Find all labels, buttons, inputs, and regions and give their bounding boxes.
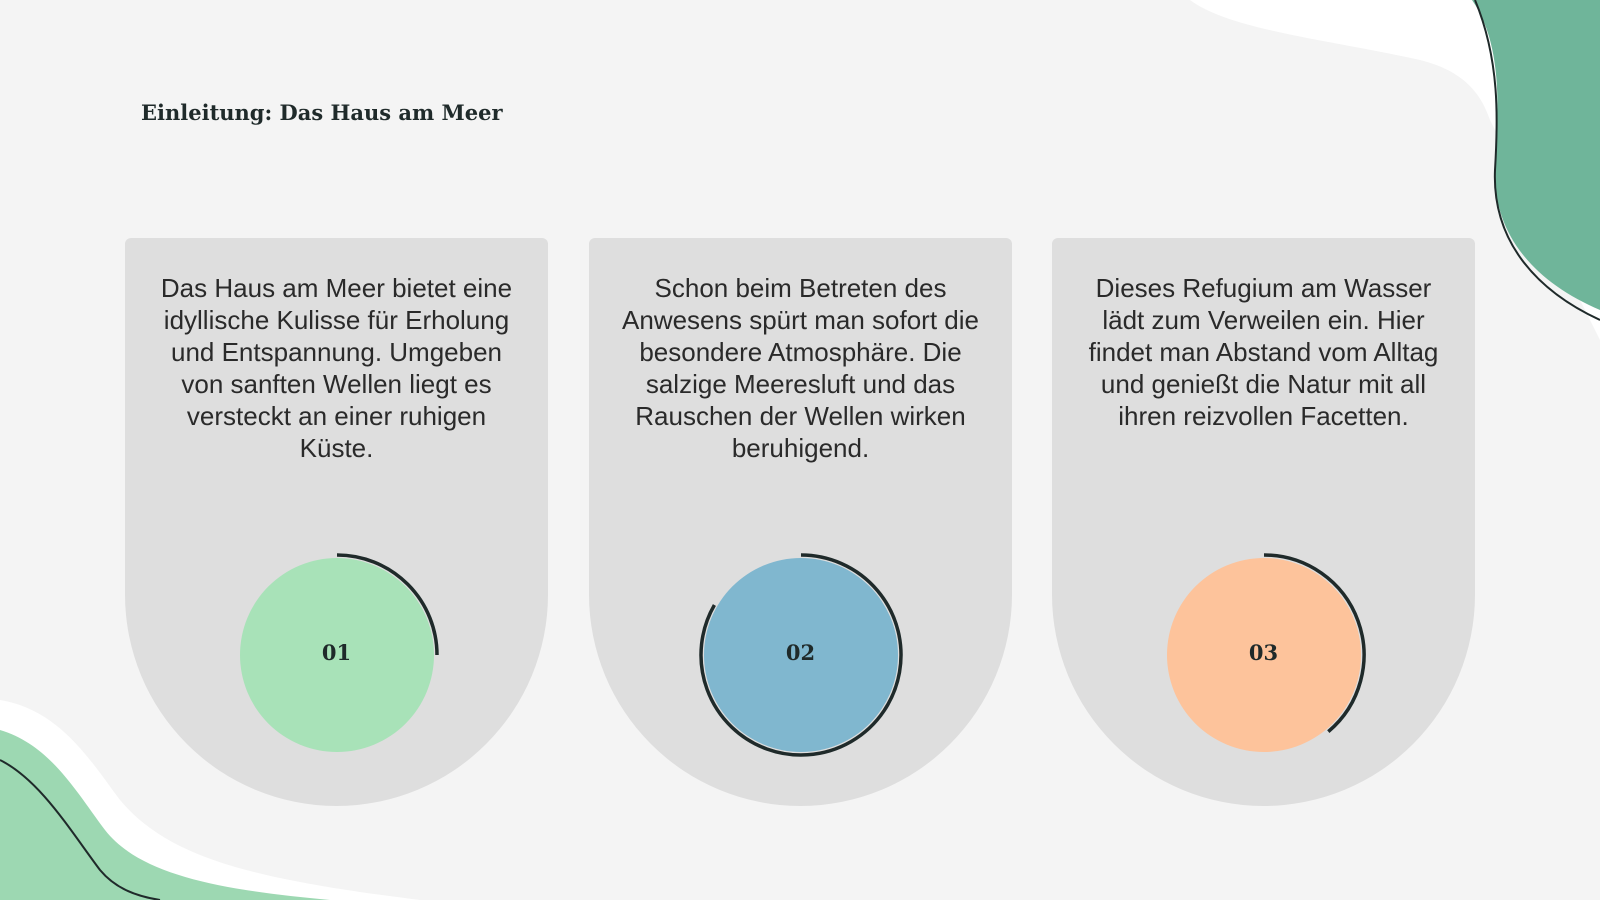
badge-graphic	[1166, 553, 1366, 752]
badge-graphic	[239, 553, 439, 752]
card: Schon beim Betreten des Anwesens spürt m…	[589, 238, 1012, 806]
card-number: 03	[1248, 640, 1279, 665]
badge: 02	[691, 545, 911, 765]
card-number: 02	[785, 640, 816, 665]
badge-graphic	[698, 553, 903, 757]
card: Das Haus am Meer bietet eine idyllische …	[125, 238, 548, 806]
card-text: Das Haus am Meer bietet eine idyllische …	[160, 273, 513, 463]
card-number: 01	[321, 640, 352, 665]
badge: 03	[1154, 545, 1374, 765]
card-text: Dieses Refugium am Wasser lädt zum Verwe…	[1088, 273, 1439, 431]
card-text: Schon beim Betreten des Anwesens spürt m…	[622, 273, 979, 463]
slide-title: Einleitung: Das Haus am Meer	[141, 100, 503, 125]
card: Dieses Refugium am Wasser lädt zum Verwe…	[1052, 238, 1475, 806]
badge: 01	[227, 545, 447, 765]
